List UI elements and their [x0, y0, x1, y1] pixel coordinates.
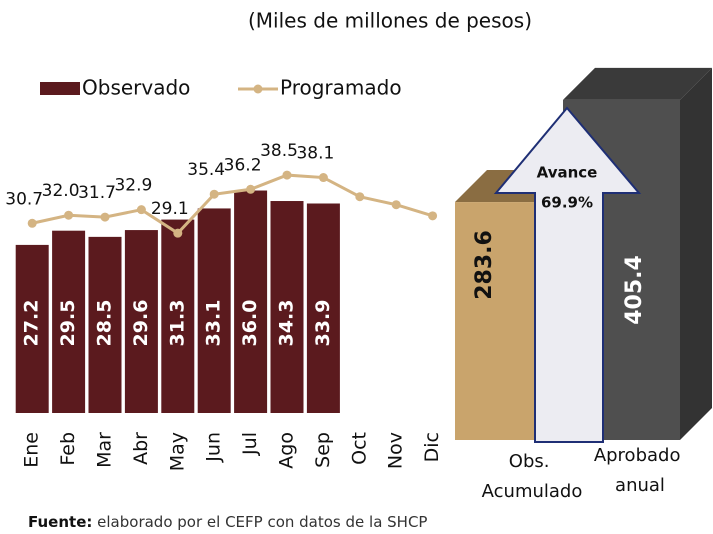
- bar-value-label: 405.4: [622, 255, 647, 325]
- bar: [88, 236, 122, 413]
- x-tick-label: Feb: [57, 432, 79, 466]
- bar-top: [563, 67, 712, 100]
- x-tick-label: Jun: [203, 432, 225, 463]
- source-label: Fuente:: [28, 513, 92, 531]
- line-marker: [64, 210, 74, 220]
- bar: [15, 244, 49, 413]
- bar-value-label: 33.9: [312, 300, 334, 347]
- bar: [197, 208, 231, 413]
- bar: [270, 201, 304, 413]
- chart-title: (Miles de millones de pesos): [248, 9, 532, 33]
- x-tick-label: Jul: [239, 432, 261, 456]
- bar-value-label: 29.6: [130, 300, 152, 347]
- x-tick-label: Mar: [94, 432, 116, 468]
- line-value-label: 38.5: [260, 141, 298, 161]
- legend-swatch: [40, 82, 80, 95]
- x-tick-label: Dic: [421, 432, 443, 462]
- x-tick-label: May: [166, 432, 188, 471]
- bar-value-label: 283.6: [472, 230, 497, 300]
- x-tick-label: Aprobado anual: [594, 445, 686, 496]
- line-marker: [282, 170, 292, 180]
- line-marker: [100, 212, 110, 222]
- bar-front: [455, 202, 535, 440]
- line-value-label: 36.2: [224, 155, 262, 175]
- line-value-label: 38.1: [296, 144, 334, 164]
- bar: [124, 230, 158, 413]
- line-marker: [246, 184, 256, 194]
- bar: [161, 219, 195, 413]
- line-value-label: 35.4: [187, 160, 225, 180]
- line-value-label: 29.1: [151, 199, 189, 219]
- bar-value-label: 31.3: [166, 300, 188, 347]
- annotation-value: 69.9%: [541, 194, 593, 212]
- line-marker: [209, 189, 219, 199]
- line-value-label: 32.9: [114, 176, 152, 196]
- bar: [52, 230, 86, 413]
- line-marker: [391, 200, 401, 210]
- line-value-label: 30.7: [5, 189, 43, 209]
- x-tick-label: Obs. Acumulado: [482, 451, 583, 502]
- line-marker: [173, 228, 183, 238]
- bar-value-label: 33.1: [203, 300, 225, 347]
- bar-value-label: 28.5: [94, 300, 116, 347]
- source: Fuente: elaborado por el CEFP con datos …: [28, 513, 427, 531]
- line: [31, 173, 434, 236]
- x-tick-label: Sep: [312, 432, 334, 468]
- legend-marker: [253, 84, 263, 94]
- bar-value-label: 29.5: [57, 300, 79, 347]
- legend-label: Programado: [280, 76, 402, 100]
- source-text: elaborado por el CEFP con datos de la SH…: [97, 513, 427, 531]
- line-value-label: 31.7: [78, 183, 116, 203]
- line-value-label: 32.0: [42, 181, 80, 201]
- progress-arrow: [493, 106, 642, 443]
- bar: [306, 203, 340, 413]
- x-tick-label: Nov: [385, 432, 407, 469]
- line-marker: [27, 218, 37, 228]
- bar-side: [680, 67, 712, 441]
- line-marker: [355, 192, 365, 202]
- legend-label: Observado: [82, 76, 190, 100]
- bar-value-label: 34.3: [276, 300, 298, 347]
- line-marker: [318, 173, 328, 183]
- bar-value-label: 27.2: [21, 300, 43, 347]
- x-tick-label: Ago: [276, 432, 298, 469]
- x-tick-label: Oct: [348, 432, 370, 465]
- x-tick-label: Abr: [130, 432, 152, 465]
- line-marker: [428, 211, 438, 221]
- bar-value-label: 36.0: [239, 300, 261, 347]
- bar: [234, 190, 268, 413]
- annotation-text: Avance: [537, 164, 598, 182]
- x-tick-label: Ene: [21, 432, 43, 468]
- line-marker: [136, 205, 146, 215]
